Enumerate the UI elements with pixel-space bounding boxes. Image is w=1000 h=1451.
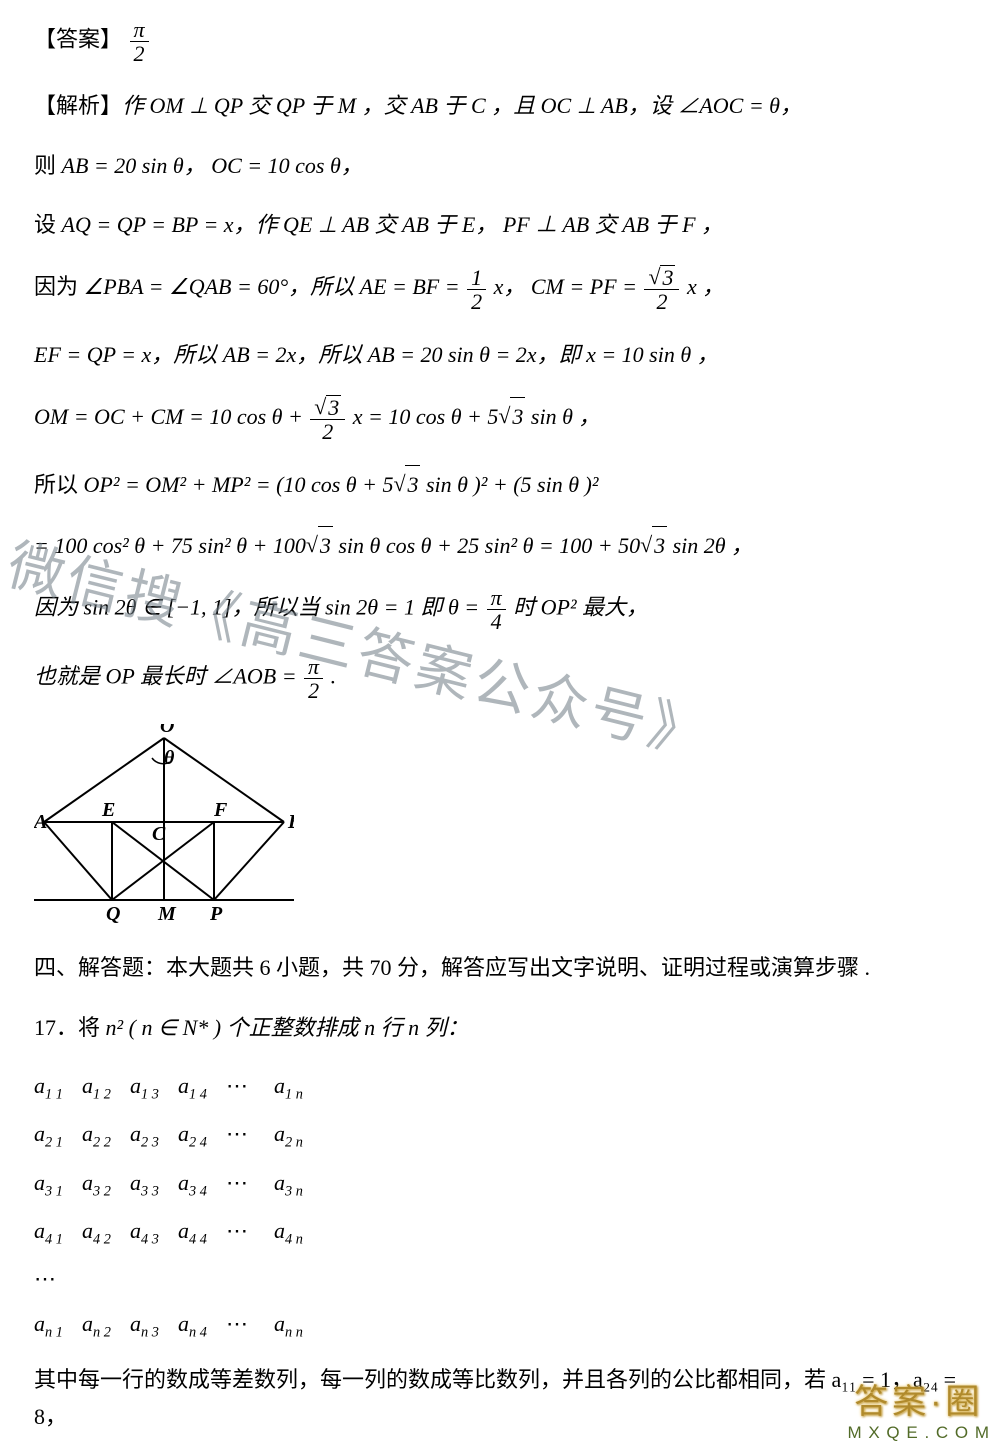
p4: 因为 ∠PBA = ∠QAB = 60°，所以 AE = BF = 12 x， … [34, 265, 966, 313]
p-last: 其中每一行的数成等差数列，每一列的数成等比数列，并且各列的公比都相同，若 a₁₁… [34, 1361, 966, 1436]
answer-label: 【答案】 [34, 27, 122, 52]
svg-text:P: P [209, 903, 223, 924]
svg-text:θ: θ [164, 747, 175, 769]
p10: 也就是 OP 最长时 ∠AOB = π2 . [34, 655, 966, 702]
svg-text:O: O [160, 724, 174, 737]
diagram-svg: Oθ A B E F C Q M P [34, 724, 294, 924]
p7: 所以 OP² = OM² + MP² = (10 cos θ + 53 sin … [34, 465, 966, 503]
p8: = 100 cos² θ + 75 sin² θ + 1003 sin θ co… [34, 526, 966, 564]
svg-text:C: C [152, 823, 166, 845]
p2: 则 AB = 20 sin θ， OC = 10 cos θ， [34, 147, 966, 184]
answer-line: 【答案】 π 2 [34, 18, 966, 65]
p9: 因为 sin 2θ ∈ [−1, 1]，所以当 sin 2θ = 1 即 θ =… [34, 586, 966, 633]
q17-intro: 17．将 n² ( n ∈ N* ) 个正整数排成 n 行 n 列： [34, 1009, 966, 1046]
p5: EF = QP = x，所以 AB = 2x，所以 AB = 20 sin θ … [34, 336, 966, 373]
svg-text:M: M [157, 903, 177, 924]
p3: 设 AQ = QP = BP = x，作 QE ⊥ AB 交 AB 于 E， P… [34, 206, 966, 243]
matrix-row: a2 1a2 2a2 3a2 4⋯a2 n [34, 1116, 966, 1154]
section-4-header: 四、解答题：本大题共 6 小题，共 70 分，解答应写出文字说明、证明过程或演算… [34, 949, 966, 986]
p6: OM = OC + CM = 10 cos θ + 32 x = 10 cos … [34, 395, 966, 443]
geometry-diagram: Oθ A B E F C Q M P [34, 724, 966, 929]
p1: 【解析】作 OM ⊥ QP 交 QP 于 M ，交 AB 于 C ，且 OC ⊥… [34, 87, 966, 124]
explain-label: 【解析】 [34, 93, 122, 118]
matrix-block: a1 1a1 2a1 3a1 4⋯a1 n a2 1a2 2a2 3a2 4⋯a2… [34, 1068, 966, 1345]
svg-text:E: E [101, 799, 115, 821]
matrix-row: a1 1a1 2a1 3a1 4⋯a1 n [34, 1068, 966, 1106]
svg-text:A: A [34, 811, 47, 833]
svg-text:F: F [213, 799, 228, 821]
matrix-row: an 1an 2an 3an 4⋯an n [34, 1306, 966, 1344]
answer-fraction: π 2 [130, 18, 149, 65]
svg-text:B: B [287, 811, 294, 833]
svg-text:Q: Q [106, 903, 120, 924]
page: 微信搜《高三答案公众号》 答案·圈 M X Q E . C O M 【答案】 π… [0, 0, 1000, 1451]
matrix-row: a3 1a3 2a3 3a3 4⋯a3 n [34, 1165, 966, 1203]
matrix-row: a4 1a4 2a4 3a4 4⋯a4 n [34, 1213, 966, 1251]
